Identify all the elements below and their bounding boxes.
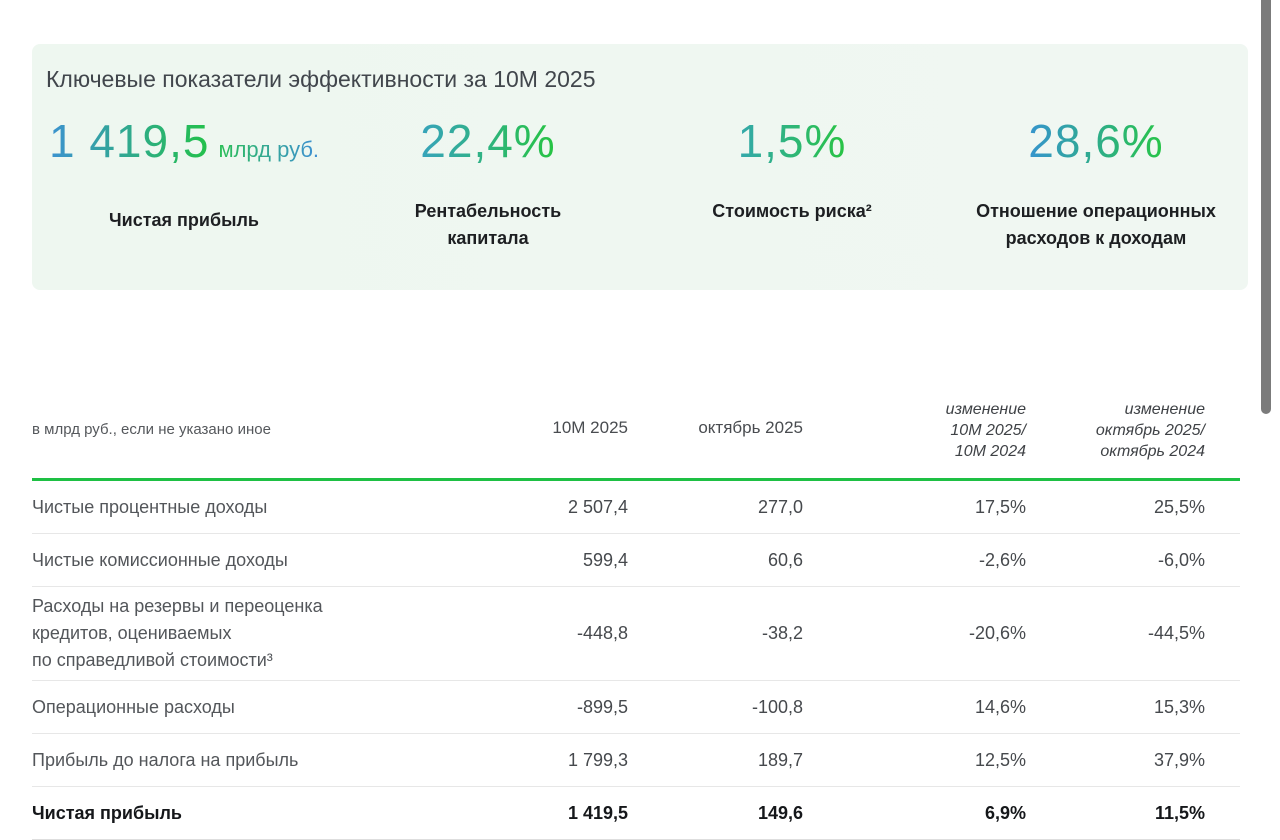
row-label: Чистые комиссионные доходы [32, 533, 478, 587]
kpi-cost-of-risk: 1,5% Стоимость риска² [640, 114, 944, 252]
row-label: Чистые процентные доходы [32, 479, 478, 534]
kpi-net-profit: 1 419,5 млрд руб. Чистая прибыль [32, 114, 336, 252]
kpi-net-profit-value-line: 1 419,5 млрд руб. [49, 114, 319, 177]
row-value-change-month: 25,5% [1026, 479, 1240, 534]
row-value-month: -100,8 [628, 680, 803, 734]
row-value-change-10m: -2,6% [803, 533, 1026, 587]
row-value-month: 189,7 [628, 733, 803, 787]
row-value-month: 149,6 [628, 786, 803, 840]
kpi-row: 1 419,5 млрд руб. Чистая прибыль 22,4% Р… [32, 114, 1248, 252]
row-value-10m: -899,5 [478, 680, 628, 734]
row-value-10m: 1 799,3 [478, 733, 628, 787]
table-row-profit-before-tax: Прибыль до налога на прибыль 1 799,3 189… [32, 733, 1240, 787]
row-value-change-month: 37,9% [1026, 733, 1240, 787]
row-value-change-10m: 14,6% [803, 680, 1026, 734]
row-value-change-10m: 12,5% [803, 733, 1026, 787]
row-label: Чистая прибыль [32, 786, 478, 840]
row-label: Прибыль до налога на прибыль [32, 733, 478, 787]
kpi-return-on-equity-value: 22,4% [420, 115, 556, 167]
kpi-return-on-equity: 22,4% Рентабельность капитала [336, 114, 640, 252]
table-unit-note: в млрд руб., если не указано иное [32, 390, 478, 481]
row-value-change-10m: 17,5% [803, 479, 1026, 534]
kpi-cost-income-ratio-value: 28,6% [1028, 115, 1164, 167]
kpi-net-profit-unit: млрд руб. [218, 123, 319, 177]
kpi-summary-card: Ключевые показатели эффективности за 10М… [32, 44, 1248, 290]
col-header-october-2025: октябрь 2025 [628, 390, 803, 481]
row-value-change-10m: -20,6% [803, 586, 1026, 681]
row-value-month: 277,0 [628, 479, 803, 534]
table-row-operating-expenses: Операционные расходы -899,5 -100,8 14,6%… [32, 680, 1240, 734]
row-value-month: 60,6 [628, 533, 803, 587]
table-row-net-interest-income: Чистые процентные доходы 2 507,4 277,0 1… [32, 479, 1240, 534]
card-title: Ключевые показатели эффективности за 10М… [46, 66, 596, 92]
kpi-return-on-equity-label: Рентабельность капитала [414, 201, 562, 248]
kpi-cost-income-ratio: 28,6% Отношение операционных расходов к … [944, 114, 1248, 252]
row-value-10m: -448,8 [478, 586, 628, 681]
row-value-10m: 2 507,4 [478, 479, 628, 534]
col-header-change-october: изменение октябрь 2025/ октябрь 2024 [1026, 390, 1240, 481]
table-row-net-fee-income: Чистые комиссионные доходы 599,4 60,6 -2… [32, 533, 1240, 587]
row-value-change-month: -6,0% [1026, 533, 1240, 587]
kpi-net-profit-value: 1 419,5 [48, 115, 210, 167]
kpi-cost-income-ratio-label: Отношение операционных расходов к дохода… [976, 201, 1216, 248]
kpi-cost-of-risk-label: Стоимость риска² [712, 201, 872, 221]
kpi-cost-income-ratio-value-line: 28,6% [1028, 114, 1163, 168]
table-row-provisions: Расходы на резервы и переоценка кредитов… [32, 586, 1240, 681]
table-header-row: в млрд руб., если не указано иное 10М 20… [32, 390, 1240, 481]
table-row-net-profit: Чистая прибыль 1 419,5 149,6 6,9% 11,5% [32, 786, 1240, 840]
row-label: Операционные расходы [32, 680, 478, 734]
row-value-10m: 599,4 [478, 533, 628, 587]
row-label: Расходы на резервы и переоценка кредитов… [32, 586, 478, 681]
kpi-net-profit-label: Чистая прибыль [109, 210, 259, 230]
row-value-month: -38,2 [628, 586, 803, 681]
financial-results-table: в млрд руб., если не указано иное 10М 20… [32, 390, 1240, 840]
col-header-change-10m: изменение 10М 2025/ 10М 2024 [803, 390, 1026, 481]
row-value-10m: 1 419,5 [478, 786, 628, 840]
row-value-change-10m: 6,9% [803, 786, 1026, 840]
kpi-cost-of-risk-value-line: 1,5% [738, 114, 847, 168]
col-header-10m-2025: 10М 2025 [478, 390, 628, 481]
row-value-change-month: 15,3% [1026, 680, 1240, 734]
vertical-scrollbar-thumb[interactable] [1261, 0, 1271, 414]
row-value-change-month: -44,5% [1026, 586, 1240, 681]
kpi-return-on-equity-value-line: 22,4% [420, 114, 555, 168]
kpi-cost-of-risk-value: 1,5% [737, 115, 847, 167]
